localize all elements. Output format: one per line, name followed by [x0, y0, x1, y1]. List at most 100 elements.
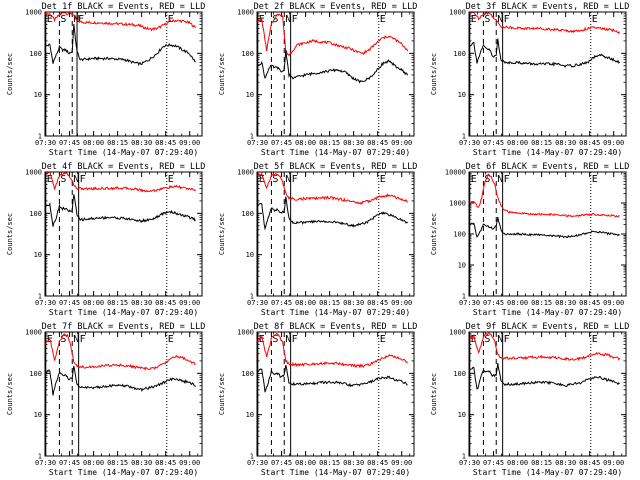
x-tick-label: 08:15: [531, 459, 552, 467]
y-tick-label: 10000: [445, 169, 466, 177]
panel-title: Det 6f BLACK = Events, RED = LLD: [466, 162, 630, 172]
x-tick-label: 07:30: [35, 299, 56, 307]
y-axis-label: Counts/sec: [430, 373, 438, 415]
panel-title: Det 7f BLACK = Events, RED = LLD: [42, 322, 206, 332]
y-tick-label: 10: [458, 262, 466, 270]
x-tick-label: 09:00: [391, 139, 412, 147]
y-tick-label: 1000: [237, 169, 254, 177]
x-tick-label: 07:30: [247, 139, 268, 147]
y-tick-label: 1000: [237, 9, 254, 17]
x-axis-label: Start Time (14-May-07 07:29:40): [473, 468, 622, 477]
x-tick-label: 08:15: [319, 299, 340, 307]
x-tick-label: 08:15: [107, 459, 128, 467]
y-tick-label: 10: [458, 411, 466, 419]
chart-panel-5: Det 5f BLACK = Events, RED = LLD Counts/s…: [218, 162, 417, 317]
x-tick-label: 08:00: [507, 459, 528, 467]
x-axis-label: Start Time (14-May-07 07:29:40): [261, 308, 410, 317]
series-line-black: [45, 365, 196, 396]
x-axis-label: Start Time (14-May-07 07:29:40): [261, 468, 410, 477]
x-tick-label: 08:00: [83, 139, 104, 147]
x-tick-label: 07:30: [247, 299, 268, 307]
x-tick-label: 08:15: [319, 139, 340, 147]
x-tick-label: 07:30: [459, 139, 480, 147]
x-tick-label: 08:30: [555, 299, 576, 307]
x-tick-label: 07:45: [483, 299, 504, 307]
marker-label-E: E: [380, 174, 386, 185]
x-axis-label: Start Time (14-May-07 07:29:40): [49, 308, 198, 317]
chart-panel-4: Det 4f BLACK = Events, RED = LLD Counts/s…: [6, 162, 205, 317]
x-tick-label: 07:30: [35, 459, 56, 467]
series-line-red: [257, 332, 409, 369]
x-tick-label: 08:00: [295, 139, 316, 147]
marker-label-S: S: [60, 174, 66, 185]
x-tick-label: 07:45: [271, 459, 292, 467]
y-axis-label: Counts/sec: [6, 53, 14, 95]
x-tick-label: 07:45: [59, 139, 80, 147]
y-tick-label: 1: [38, 133, 42, 141]
marker-label-S: S: [484, 174, 490, 185]
x-tick-label: 08:15: [107, 139, 128, 147]
plot-frame: [44, 11, 203, 137]
series-line-red: [257, 172, 409, 206]
x-tick-label: 08:00: [507, 299, 528, 307]
y-tick-label: 1: [38, 293, 42, 301]
x-tick-label: 08:30: [555, 459, 576, 467]
x-tick-label: 08:15: [531, 299, 552, 307]
panel-title: Det 2f BLACK = Events, RED = LLD: [254, 2, 418, 12]
x-tick-label: 08:30: [131, 139, 152, 147]
marker-label-N: N: [285, 334, 291, 345]
x-tick-label: 08:45: [367, 299, 388, 307]
panel-title: Det 1f BLACK = Events, RED = LLD: [42, 2, 206, 12]
x-axis-label: Start Time (14-May-07 07:29:40): [49, 468, 198, 477]
x-tick-label: 08:15: [107, 299, 128, 307]
x-tick-label: 08:45: [579, 459, 600, 467]
y-tick-label: 1: [38, 453, 42, 461]
marker-label-F: F: [292, 174, 298, 185]
x-tick-label: 08:30: [555, 139, 576, 147]
y-tick-label: 1: [462, 133, 466, 141]
x-tick-label: 08:15: [319, 459, 340, 467]
y-axis-label: Counts/sec: [218, 373, 226, 415]
y-tick-label: 10: [34, 91, 42, 99]
series-line-red: [45, 172, 196, 193]
x-axis-label: Start Time (14-May-07 07:29:40): [49, 148, 198, 157]
y-tick-label: 1000: [449, 9, 466, 17]
series-line-red: [469, 173, 620, 218]
y-axis-label: Counts/sec: [6, 373, 14, 415]
plot-frame: [468, 11, 627, 137]
x-axis-label: Start Time (14-May-07 07:29:40): [473, 148, 622, 157]
y-tick-label: 100: [241, 210, 254, 218]
x-tick-label: 08:30: [343, 139, 364, 147]
series-line-black: [257, 196, 408, 231]
marker-label-N: N: [73, 174, 79, 185]
marker-label-E: E: [47, 174, 53, 185]
x-tick-label: 07:45: [59, 299, 80, 307]
x-tick-label: 08:00: [295, 459, 316, 467]
series-line-black: [257, 364, 408, 393]
y-tick-label: 10: [34, 411, 42, 419]
chart-panel-1: Det 1f BLACK = Events, RED = LLD Counts/s…: [6, 2, 205, 157]
marker-label-E: E: [168, 14, 174, 25]
marker-label-N: N: [497, 14, 503, 25]
panel-title: Det 9f BLACK = Events, RED = LLD: [466, 322, 630, 332]
series-line-red: [469, 332, 621, 362]
marker-label-E: E: [592, 174, 598, 185]
plot-frame: [44, 331, 203, 457]
marker-label-N: N: [497, 174, 503, 185]
x-tick-label: 09:00: [603, 139, 624, 147]
x-tick-label: 07:30: [459, 459, 480, 467]
marker-label-E: E: [259, 334, 265, 345]
x-tick-label: 07:45: [483, 139, 504, 147]
marker-label-S: S: [60, 14, 66, 25]
y-tick-label: 100: [453, 370, 466, 378]
marker-label-N: N: [285, 174, 291, 185]
y-tick-label: 100: [241, 370, 254, 378]
x-tick-label: 08:45: [367, 139, 388, 147]
plot-frame: [44, 171, 203, 297]
marker-label-F: F: [78, 14, 84, 25]
marker-label-E: E: [380, 334, 386, 345]
marker-label-E: E: [592, 334, 598, 345]
marker-label-S: S: [272, 174, 278, 185]
x-tick-label: 09:00: [179, 299, 200, 307]
plot-frame: [468, 171, 627, 297]
